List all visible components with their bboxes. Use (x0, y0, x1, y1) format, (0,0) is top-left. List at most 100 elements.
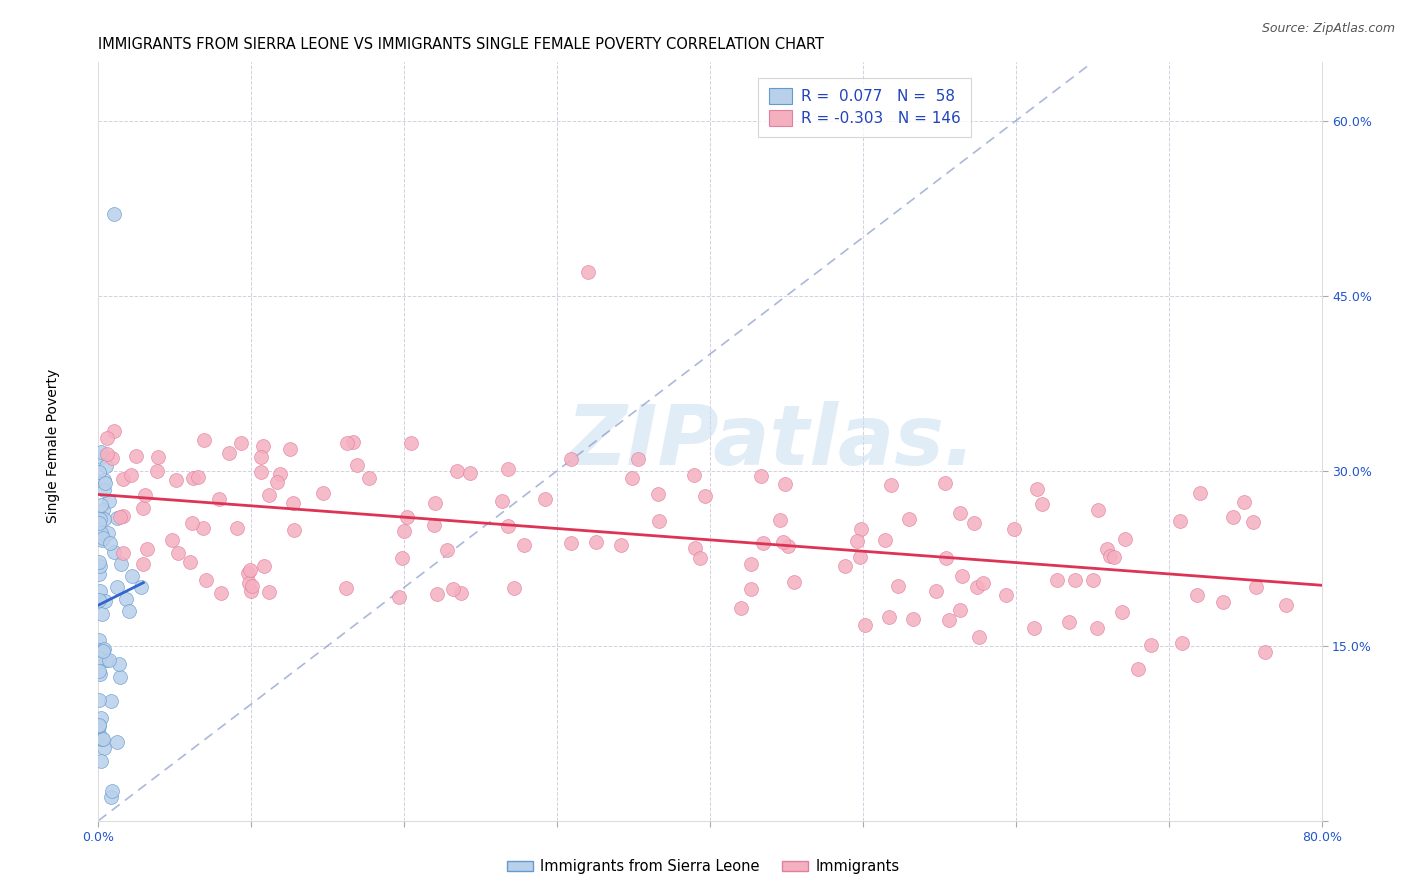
Point (146, 464, 169, 478)
Point (226, 521, 249, 535)
Legend: Immigrants from Sierra Leone, Immigrants: Immigrants from Sierra Leone, Immigrants (501, 854, 905, 880)
Point (165, 473, 187, 487)
Point (93, 741, 115, 756)
Point (422, 518, 444, 533)
Point (89, 651, 111, 665)
Point (1111, 605, 1133, 619)
Point (513, 538, 536, 552)
Point (96, 459, 118, 474)
Point (1188, 486, 1211, 500)
Point (853, 618, 876, 632)
Point (193, 521, 215, 535)
Point (1241, 515, 1264, 529)
Point (392, 524, 415, 538)
Point (1031, 497, 1053, 511)
Point (391, 550, 413, 565)
Point (91, 607, 114, 621)
Point (934, 476, 956, 491)
Point (336, 436, 359, 450)
Point (925, 583, 948, 598)
Point (1233, 494, 1256, 508)
Point (560, 451, 582, 466)
Point (436, 543, 458, 558)
Point (496, 519, 519, 533)
Point (1002, 522, 1025, 536)
Point (231, 436, 253, 450)
Point (90, 754, 112, 768)
Point (1168, 514, 1191, 528)
Point (91, 531, 114, 545)
Point (208, 492, 231, 507)
Point (834, 558, 856, 573)
Point (91, 533, 114, 547)
Point (1087, 502, 1109, 516)
Text: Source: ZipAtlas.com: Source: ZipAtlas.com (1261, 22, 1395, 36)
Point (118, 604, 141, 618)
Point (1064, 573, 1087, 587)
Point (89, 643, 111, 657)
Point (124, 449, 146, 463)
Point (89, 727, 111, 741)
Point (105, 580, 128, 594)
Point (111, 545, 134, 559)
Point (887, 579, 910, 593)
Point (769, 513, 792, 527)
Point (249, 450, 271, 465)
Point (103, 424, 125, 438)
Point (103, 545, 125, 559)
Point (683, 468, 706, 483)
Point (94, 653, 117, 667)
Point (218, 446, 240, 460)
Point (772, 535, 794, 549)
Point (280, 442, 302, 457)
Point (621, 471, 644, 485)
Point (93, 483, 115, 498)
Point (240, 583, 263, 598)
Point (89, 593, 111, 607)
Point (441, 582, 464, 597)
Point (97, 525, 120, 540)
Point (90, 731, 112, 746)
Point (503, 581, 526, 595)
Point (112, 508, 135, 523)
Point (335, 581, 357, 595)
Point (359, 471, 381, 485)
Point (498, 462, 520, 476)
Point (91, 731, 114, 746)
Point (181, 470, 204, 484)
Point (100, 451, 122, 466)
Point (783, 574, 806, 589)
Point (89, 555, 111, 569)
Point (236, 566, 259, 581)
Point (627, 451, 650, 466)
Point (240, 579, 263, 593)
Point (749, 469, 772, 483)
Point (849, 550, 872, 565)
Point (162, 533, 184, 547)
Point (935, 551, 957, 566)
Point (1026, 483, 1049, 497)
Point (103, 207, 125, 221)
Point (1212, 595, 1234, 609)
Point (1171, 636, 1194, 650)
Point (89, 559, 111, 574)
Text: IMMIGRANTS FROM SIERRA LEONE VS IMMIGRANTS SINGLE FEMALE POVERTY CORRELATION CHA: IMMIGRANTS FROM SIERRA LEONE VS IMMIGRAN… (98, 37, 824, 52)
Legend: R =  0.077   N =  58, R = -0.303   N = 146: R = 0.077 N = 58, R = -0.303 N = 146 (758, 78, 972, 137)
Point (98, 536, 121, 550)
Point (1254, 645, 1277, 659)
Point (845, 533, 868, 548)
Point (458, 467, 481, 481)
Point (89, 516, 111, 530)
Point (901, 612, 924, 626)
Point (90, 450, 112, 464)
Point (1095, 542, 1118, 557)
Point (966, 580, 988, 594)
Point (423, 495, 446, 509)
Point (851, 523, 873, 537)
Point (1057, 615, 1080, 629)
Point (346, 458, 368, 472)
Point (108, 510, 131, 524)
Point (648, 514, 671, 528)
Point (93, 512, 115, 526)
Point (1128, 662, 1150, 676)
